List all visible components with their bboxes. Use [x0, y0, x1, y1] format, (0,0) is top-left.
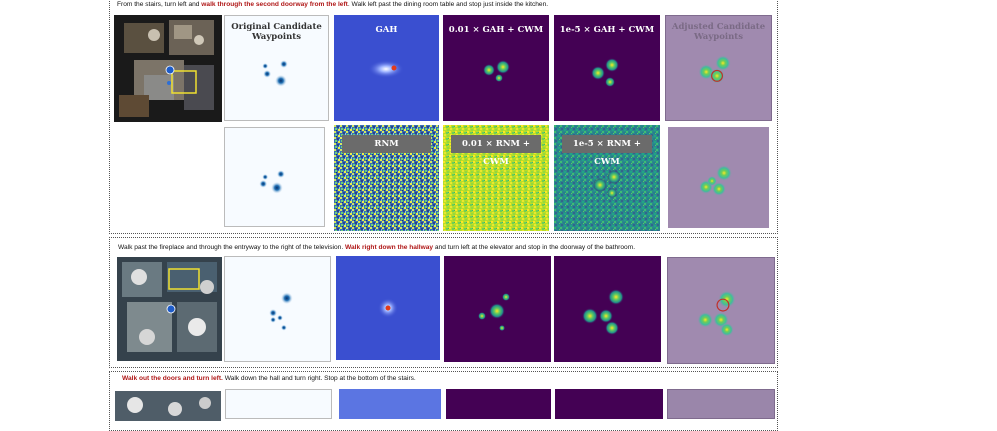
rnm-cwm-small-title: 0.01 × RNM + CWM — [451, 135, 541, 167]
adjusted-waypoints-title: Adjusted Candidate Waypoints — [671, 22, 766, 42]
original-waypoints-title: Original Candidate Waypoints — [231, 22, 322, 42]
gah-cwm-tiny-2 — [554, 256, 661, 362]
scene-map-3 — [115, 391, 221, 421]
gah-heatmap-3 — [339, 389, 441, 419]
original-waypoints-1: Original Candidate Waypoints — [224, 15, 329, 121]
example-row-2 — [109, 237, 778, 368]
example-row-1 — [109, 0, 778, 234]
gah-cwm-tiny-3 — [555, 389, 663, 419]
gah-cwm-small-3 — [446, 389, 551, 419]
rnm-cwm-tiny-1: 1e-5 × RNM + CWM — [554, 125, 660, 231]
instruction-caption-3: Walk out the doors and turn left. Walk d… — [122, 375, 416, 382]
gah-cwm-tiny-title: 1e-5 × GAH + CWM — [559, 25, 655, 35]
original-waypoints-1b — [224, 127, 325, 227]
rnm-heatmap-1: RNM — [334, 125, 439, 231]
scene-map-2 — [117, 257, 222, 361]
gah-heatmap-2 — [336, 256, 440, 360]
adjusted-waypoints-1b — [668, 127, 769, 228]
original-waypoints-2 — [224, 256, 331, 362]
instruction-caption-1: From the stairs, turn left and walk thro… — [117, 1, 549, 8]
adjusted-waypoints-2 — [667, 257, 775, 364]
gah-cwm-tiny-1: 1e-5 × GAH + CWM — [554, 15, 660, 121]
gah-cwm-small-title: 0.01 × GAH + CWM — [448, 25, 544, 35]
adjusted-waypoints-1: Adjusted Candidate Waypoints — [665, 15, 772, 121]
rnm-cwm-small-1: 0.01 × RNM + CWM — [443, 125, 549, 231]
rnm-title: RNM — [342, 135, 431, 153]
rnm-cwm-tiny-title: 1e-5 × RNM + CWM — [562, 135, 652, 167]
scene-map-1 — [114, 15, 222, 122]
gah-cwm-small-1: 0.01 × GAH + CWM — [443, 15, 549, 121]
gah-cwm-small-2 — [444, 256, 551, 362]
gah-heatmap-1: GAH — [334, 15, 439, 121]
instruction-caption-2: Walk past the fireplace and through the … — [118, 244, 636, 251]
adjusted-waypoints-3 — [667, 389, 775, 419]
gah-title: GAH — [375, 25, 398, 35]
